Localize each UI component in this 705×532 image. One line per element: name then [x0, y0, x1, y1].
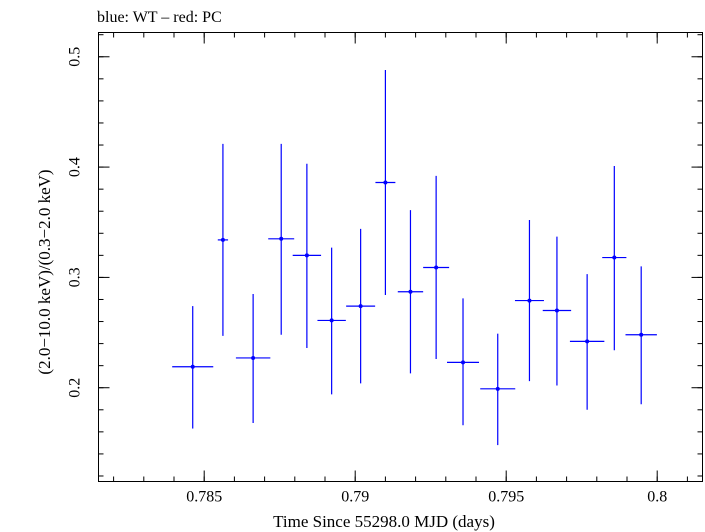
data-point	[217, 143, 229, 336]
data-point	[447, 298, 480, 426]
point-marker	[461, 360, 466, 365]
data-point	[514, 220, 544, 382]
point-marker	[383, 180, 388, 185]
data-point	[625, 266, 657, 405]
plot-frame	[98, 32, 703, 482]
chart-title: blue: WT – red: PC	[97, 9, 222, 26]
x-axis-label: Time Since 55298.0 MJD (days)	[273, 512, 495, 531]
data-points	[172, 70, 657, 446]
data-point	[602, 165, 627, 351]
point-marker	[190, 364, 195, 369]
data-point	[268, 143, 295, 335]
x-tick-label: 0.785	[186, 489, 222, 506]
y-tick-label: 0.2	[67, 378, 84, 398]
y-tick-label: 0.4	[67, 157, 84, 177]
data-point	[569, 274, 605, 410]
point-marker	[279, 236, 284, 241]
data-point	[317, 247, 346, 395]
data-point	[172, 306, 214, 429]
data-point	[423, 175, 450, 360]
x-tick-label: 0.795	[488, 489, 524, 506]
point-marker	[358, 304, 363, 309]
point-marker	[612, 255, 617, 260]
x-tick-label: 0.79	[341, 489, 369, 506]
y-axis-label: (2.0−10.0 keV)/(0.3−2.0 keV)	[35, 169, 54, 374]
point-marker	[495, 386, 500, 391]
data-point	[235, 293, 271, 424]
point-marker	[554, 308, 559, 313]
data-point	[292, 163, 322, 349]
point-marker	[434, 265, 439, 270]
axis-ticks: 0.785 0.79 0.795 0.8 0.2 0.3 0.4 0.5	[67, 32, 703, 506]
point-marker	[408, 289, 413, 294]
point-marker	[585, 339, 590, 344]
point-marker	[251, 355, 256, 360]
point-marker	[220, 237, 225, 242]
data-point	[542, 236, 572, 386]
data-point	[397, 210, 424, 374]
point-marker	[329, 318, 334, 323]
data-point	[480, 333, 516, 446]
point-marker	[639, 332, 644, 337]
y-tick-label: 0.3	[67, 267, 84, 287]
x-tick-label: 0.8	[647, 489, 667, 506]
y-tick-label: 0.5	[67, 47, 84, 67]
data-point	[346, 228, 376, 384]
point-marker	[527, 298, 532, 303]
data-point	[375, 70, 396, 296]
point-marker	[304, 253, 309, 258]
